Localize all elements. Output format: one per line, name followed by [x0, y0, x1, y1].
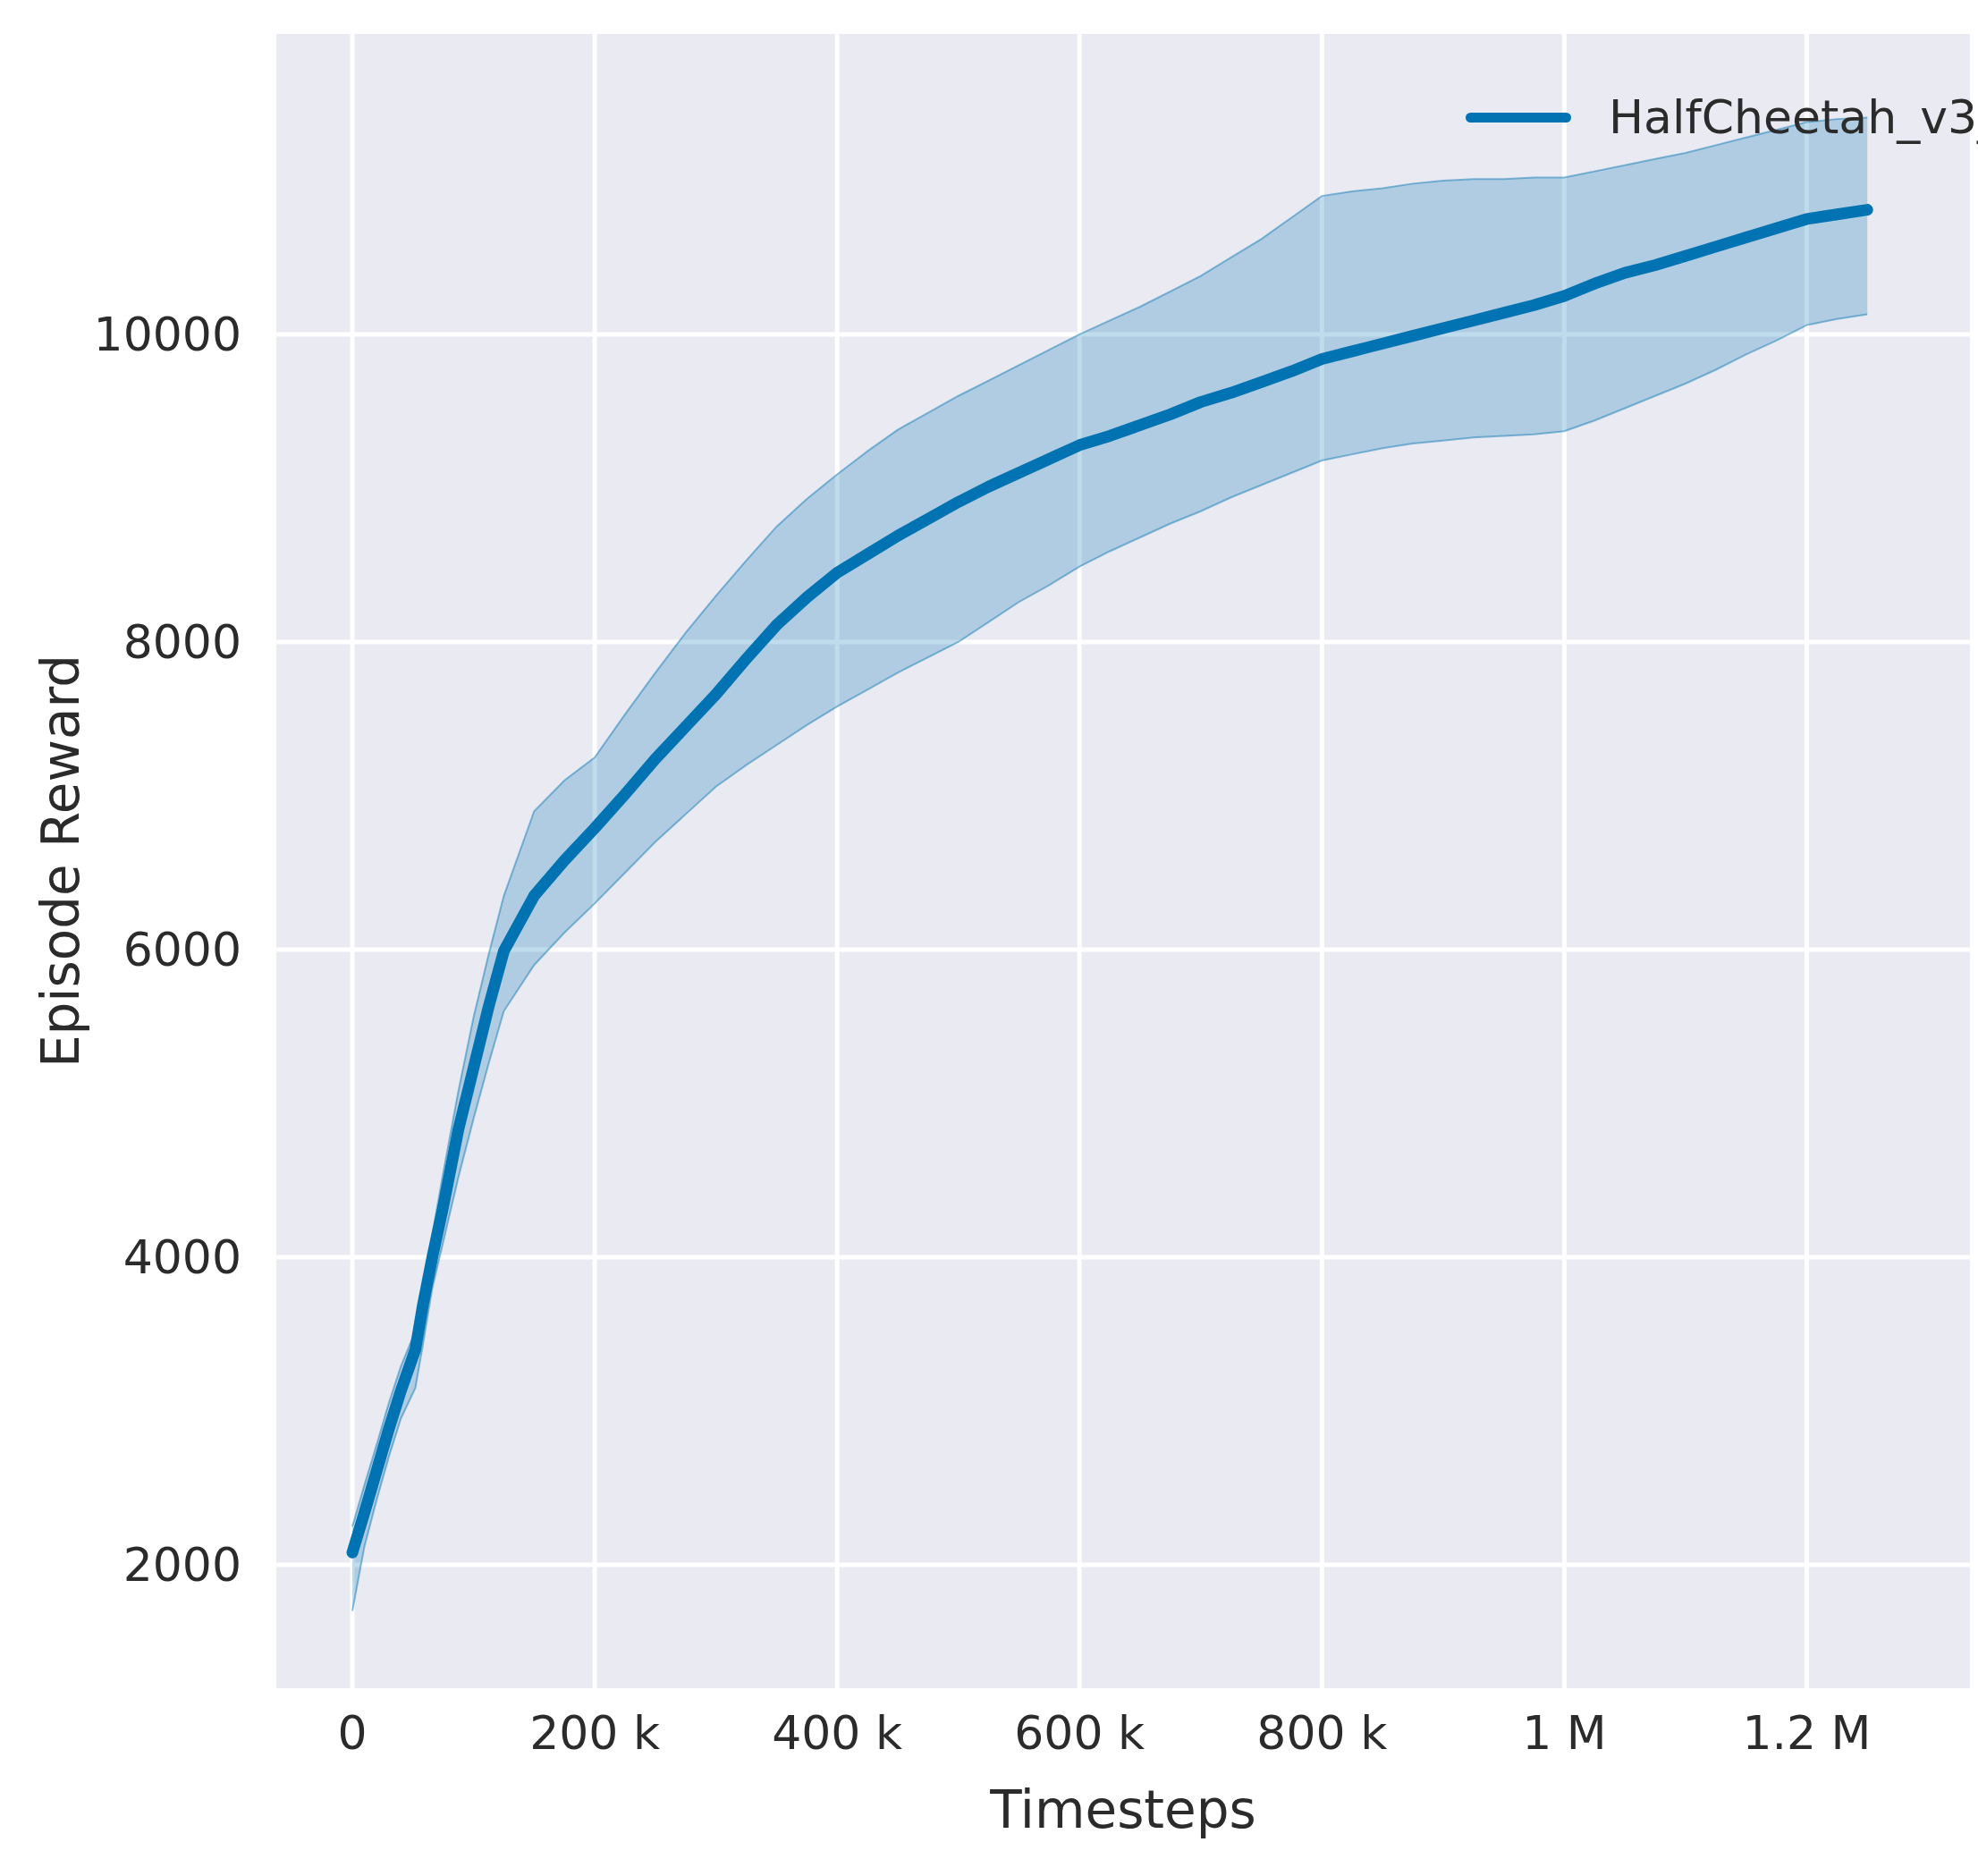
x-tick-label: 800 k: [1256, 1710, 1387, 1756]
x-tick-label: 1 M: [1522, 1710, 1606, 1756]
y-axis-label: Episode Reward: [30, 655, 91, 1068]
y-tick-label: 4000: [0, 1234, 241, 1280]
x-tick-label: 400 k: [772, 1710, 902, 1756]
confidence-band: [352, 117, 1867, 1610]
plot-area: HalfCheetah_v3_td3 (10): [276, 34, 1970, 1688]
x-tick-label: 1.2 M: [1742, 1710, 1871, 1756]
x-tick-label: 200 k: [529, 1710, 660, 1756]
x-tick-label: 0: [337, 1710, 367, 1756]
y-tick-label: 10000: [0, 311, 241, 358]
chart-canvas: [276, 34, 1970, 1688]
x-axis-label: Timesteps: [276, 1779, 1970, 1840]
y-tick-label: 2000: [0, 1542, 241, 1588]
legend: HalfCheetah_v3_td3 (10): [1466, 90, 1978, 144]
x-tick-label: 600 k: [1014, 1710, 1145, 1756]
figure: HalfCheetah_v3_td3 (10) 2000400060008000…: [0, 0, 1978, 1876]
legend-series-label: HalfCheetah_v3_td3 (10): [1609, 90, 1978, 144]
legend-line-swatch: [1466, 113, 1571, 123]
